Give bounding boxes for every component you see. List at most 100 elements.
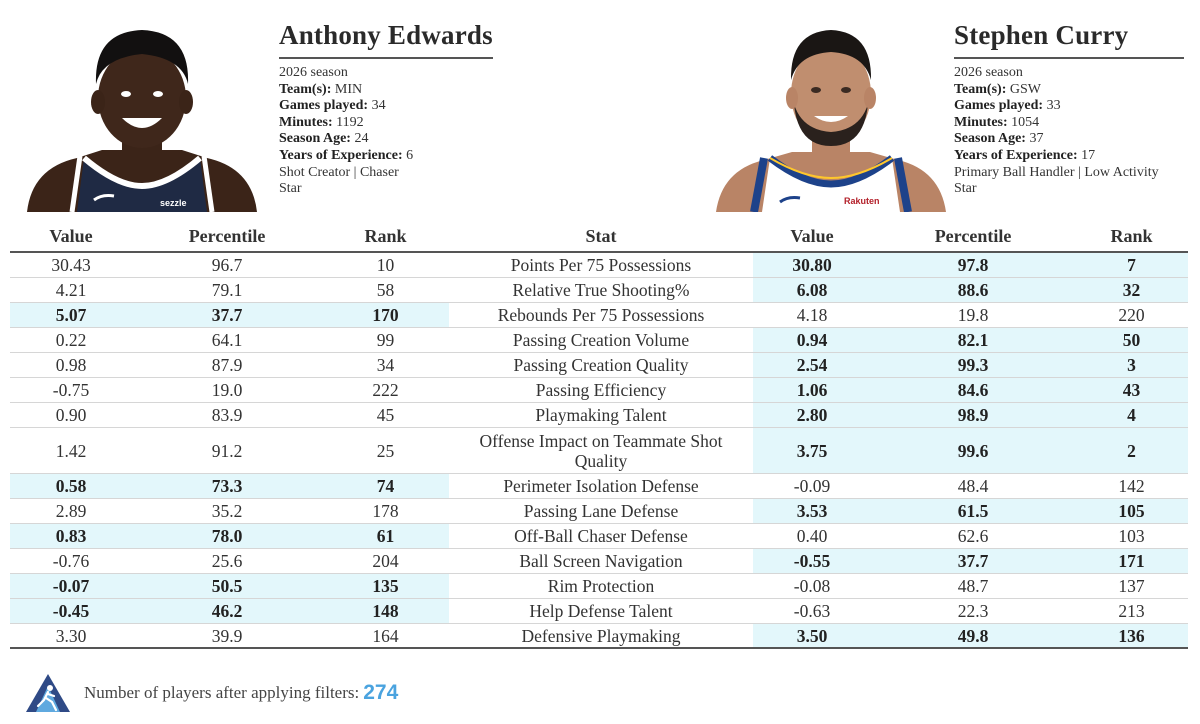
right-percentile-cell: 19.8 <box>957 305 989 325</box>
left-rank-cell: 148 <box>322 599 449 623</box>
svg-text:Rakuten: Rakuten <box>844 196 880 206</box>
right-value-cell: 0.40 <box>796 526 828 546</box>
minutes-left: Minutes: 1192 <box>279 114 364 130</box>
right-value-cell: -0.09 <box>793 476 831 496</box>
right-rank-cell: 32 <box>1075 278 1188 302</box>
footer-label: Number of players after applying filters… <box>84 683 360 702</box>
right-rank-cell: 43 <box>1075 378 1188 402</box>
season-left: 2026 season <box>279 65 348 80</box>
right-value-cell: 0.94 <box>753 328 871 352</box>
header-percentile-right: Percentile <box>934 226 1012 246</box>
left-rank-cell: 178 <box>372 501 399 521</box>
stat-name-cell: Offense Impact on Teammate Shot Quality <box>479 430 723 471</box>
archetype-left: Shot Creator | Chaser <box>279 164 399 180</box>
table-row: 30.43 96.7 10 Points Per 75 Possessions 30.8… <box>10 253 1188 278</box>
left-rank-cell: 58 <box>376 280 395 300</box>
table-row: -0.76 25.6 204 Ball Screen Navigation -0.55 3… <box>10 549 1188 574</box>
right-value-cell: -0.63 <box>793 601 831 621</box>
left-rank-cell: 61 <box>322 524 449 548</box>
left-rank-cell: 204 <box>372 551 399 571</box>
right-rank-cell: 137 <box>1118 576 1145 596</box>
left-value-cell: 2.89 <box>55 501 87 521</box>
left-percentile-cell: 35.2 <box>211 501 243 521</box>
right-value-cell: 4.18 <box>796 305 828 325</box>
right-percentile-cell: 61.5 <box>871 499 1075 523</box>
stat-name-cell: Ball Screen Navigation <box>519 551 683 571</box>
right-percentile-cell: 97.8 <box>871 253 1075 277</box>
season-right: 2026 season <box>954 65 1023 80</box>
header-rank-left: Rank <box>364 226 407 246</box>
right-value-cell: 2.54 <box>753 353 871 377</box>
stat-name-cell: Passing Creation Quality <box>513 355 689 375</box>
left-rank-cell: 99 <box>376 330 395 350</box>
left-value-cell: 1.42 <box>55 440 87 461</box>
right-value-cell: 1.06 <box>753 378 871 402</box>
left-value-cell: -0.45 <box>10 599 132 623</box>
left-value-cell: 0.22 <box>55 330 87 350</box>
right-rank-cell: 50 <box>1075 328 1188 352</box>
left-rank-cell: 34 <box>376 355 395 375</box>
left-value-cell: 3.30 <box>55 625 87 646</box>
svg-text:sezzle: sezzle <box>160 198 187 208</box>
stat-name-cell: Passing Lane Defense <box>523 501 679 521</box>
left-percentile-cell: 19.0 <box>211 380 243 400</box>
right-value-cell: -0.55 <box>753 549 871 573</box>
right-rank-cell: 220 <box>1118 305 1145 325</box>
left-percentile-cell: 83.9 <box>211 405 243 425</box>
left-percentile-cell: 78.0 <box>132 524 322 548</box>
footer: Number of players after applying filters… <box>24 672 398 714</box>
stat-name-cell: Help Defense Talent <box>529 601 673 621</box>
stat-name-cell: Playmaking Talent <box>535 405 667 425</box>
right-rank-cell: 3 <box>1075 353 1188 377</box>
left-value-cell: 0.83 <box>10 524 132 548</box>
left-rank-cell: 45 <box>376 405 395 425</box>
right-value-cell: 2.80 <box>753 403 871 427</box>
left-percentile-cell: 91.2 <box>211 440 243 461</box>
left-value-cell: 0.58 <box>10 474 132 498</box>
player-name-right: Stephen Curry <box>954 20 1129 50</box>
table-row: 3.30 39.9 164 Defensive Playmaking 3.50 49.8 1… <box>10 624 1188 649</box>
right-percentile-cell: 48.7 <box>957 576 989 596</box>
footer-player-count: 274 <box>363 681 399 704</box>
player-card-left: sezzle Anthony Edwards 2026 season Team(… <box>0 0 600 212</box>
left-rank-cell: 135 <box>322 574 449 598</box>
stat-name-cell: Defensive Playmaking <box>521 625 681 646</box>
right-rank-cell: 7 <box>1075 253 1188 277</box>
table-row: 4.21 79.1 58 Relative True Shooting% 6.08 88.… <box>10 278 1188 303</box>
player-silhouette-logo-icon <box>26 674 70 712</box>
left-percentile-cell: 87.9 <box>211 355 243 375</box>
right-value-cell: 6.08 <box>753 278 871 302</box>
header-value-right: Value <box>790 226 834 246</box>
experience-right: Years of Experience: 17 <box>954 147 1096 163</box>
left-percentile-cell: 46.2 <box>132 599 322 623</box>
right-percentile-cell: 49.8 <box>871 624 1075 647</box>
left-percentile-cell: 25.6 <box>211 551 243 571</box>
stat-name-cell: Passing Efficiency <box>535 380 667 400</box>
player-name-rule-left <box>279 57 493 59</box>
left-value-cell: -0.07 <box>10 574 132 598</box>
right-value-cell: 3.50 <box>753 624 871 647</box>
player-info-right: Stephen Curry 2026 season Team(s): GSW G… <box>954 20 1184 198</box>
player-name-rule-right <box>954 57 1184 59</box>
right-percentile-cell: 48.4 <box>957 476 989 496</box>
table-row: 0.22 64.1 99 Passing Creation Volume 0.94 82.… <box>10 328 1188 353</box>
right-rank-cell: 2 <box>1075 428 1188 473</box>
stat-name-cell: Off-Ball Chaser Defense <box>514 526 688 546</box>
games-played-right: Games played: 33 <box>954 98 1061 114</box>
right-percentile-cell: 62.6 <box>957 526 989 546</box>
table-body: 30.43 96.7 10 Points Per 75 Possessions 30.8… <box>10 253 1188 649</box>
left-rank-cell: 170 <box>322 303 449 327</box>
header-percentile-left: Percentile <box>188 226 266 246</box>
player-photo-right: Rakuten <box>714 18 948 212</box>
right-percentile-cell: 88.6 <box>871 278 1075 302</box>
left-percentile-cell: 96.7 <box>211 255 243 275</box>
team-left: Team(s): MIN <box>279 81 363 97</box>
player-card-right: Rakuten Stephen Curry 2026 season Team(s… <box>600 0 1200 212</box>
player-info-left: Anthony Edwards 2026 season Team(s): MIN… <box>279 20 493 198</box>
tier-left: Star <box>279 181 302 197</box>
header-rank-right: Rank <box>1110 226 1153 246</box>
right-rank-cell: 103 <box>1118 526 1145 546</box>
left-rank-cell: 74 <box>322 474 449 498</box>
right-percentile-cell: 37.7 <box>871 549 1075 573</box>
right-rank-cell: 142 <box>1118 476 1145 496</box>
